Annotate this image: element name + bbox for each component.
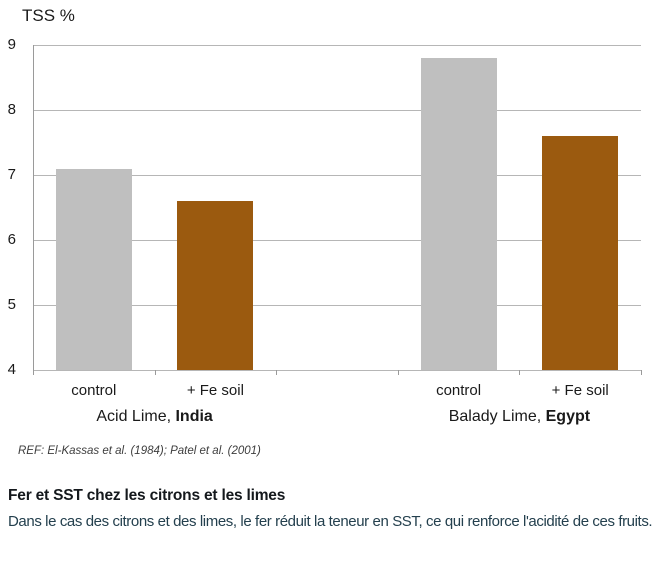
- y-axis-label-8: 8: [7, 101, 16, 118]
- caption-heading: Fer et SST chez les citrons et les limes: [8, 487, 286, 504]
- caption-body: Dans le cas des citrons et des limes, le…: [8, 513, 653, 530]
- gridline-6: [33, 239, 641, 241]
- gridline-5: [33, 304, 641, 306]
- y-axis-label-5: 5: [7, 296, 16, 313]
- x-category-label: + Fe soil: [551, 382, 609, 399]
- y-axis-label-6: 6: [7, 231, 16, 248]
- bar-control-group2: [420, 58, 497, 370]
- reference-text: REF: El-Kassas et al. (1984); Patel et a…: [18, 445, 261, 457]
- x-axis-tick-5: [641, 370, 642, 375]
- x-axis-tick-1: [154, 370, 156, 375]
- group-label-text: Acid Lime,: [96, 408, 176, 425]
- y-axis-label-9: 9: [7, 36, 16, 53]
- bar--fe-soil-group2: [542, 136, 619, 370]
- gridline-9: [33, 44, 641, 46]
- gridline-7: [33, 174, 641, 176]
- y-axis-line: [33, 45, 34, 375]
- bar--fe-soil-group1: [177, 201, 254, 370]
- x-axis-tick-3: [397, 370, 399, 375]
- group-label-bold-text: Egypt: [545, 408, 591, 425]
- x-category-label: control: [436, 382, 482, 399]
- bar-control-group1: [55, 168, 132, 370]
- y-axis-label-7: 7: [7, 166, 16, 183]
- plot-area: 4 5 6 7 8 9 control + Fe soil Acid Lime, India co…: [7, 36, 642, 428]
- x-category-label: + Fe soil: [186, 382, 244, 399]
- x-group-label-1: Acid Lime, India: [33, 408, 276, 428]
- chart-title: TSS %: [22, 6, 75, 25]
- x-axis-tick-4: [519, 370, 521, 375]
- x-category-label: control: [71, 382, 117, 399]
- y-axis-label-4: 4: [7, 361, 16, 378]
- gridline-8: [33, 109, 641, 111]
- x-group-label-2: Balady Lime, Egypt: [398, 408, 641, 428]
- group-label-bold-text: India: [175, 408, 213, 425]
- x-axis-tick-2: [276, 370, 278, 375]
- group-label-text: Balady Lime,: [448, 408, 546, 425]
- gridline-4: [33, 369, 641, 371]
